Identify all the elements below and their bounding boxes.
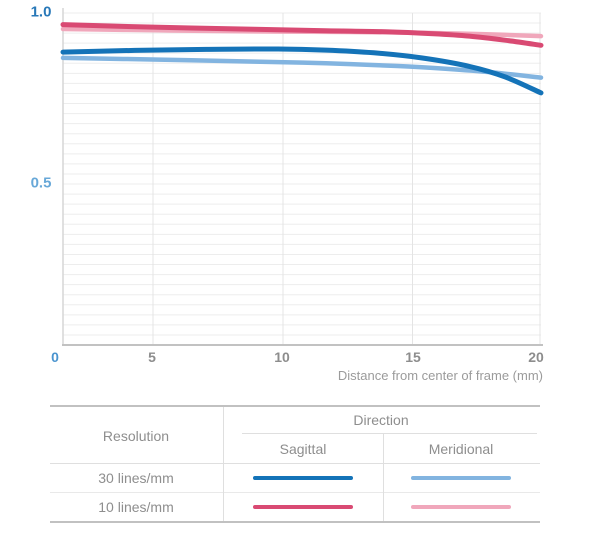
- vertical-gridlines: [152, 13, 541, 345]
- header-row-divider: [50, 463, 540, 464]
- resolution-header: Resolution: [102, 428, 170, 444]
- resolution-column-divider: [223, 407, 224, 521]
- legend-line-30-meridional: [411, 476, 511, 480]
- row-label-30-lines: 30 lines/mm: [98, 470, 174, 486]
- curve-10-lines-mm-sagittal: [60, 22, 544, 48]
- x-tick-label-0: 0: [51, 349, 59, 365]
- sagittal-meridional-divider: [383, 434, 384, 521]
- x-tick-label-15: 15: [405, 349, 421, 365]
- axes-lines: [62, 8, 543, 346]
- row-label-10-lines: 10 lines/mm: [98, 499, 174, 515]
- table-bottom-border: [50, 521, 540, 523]
- legend-line-10-sagittal: [253, 505, 353, 509]
- x-tick-label-20: 20: [528, 349, 544, 365]
- direction-header: Direction: [353, 412, 409, 428]
- y-tick-label-0.5: 0.5: [30, 174, 52, 192]
- sagittal-header: Sagittal: [279, 441, 327, 457]
- legend-line-10-meridional: [411, 505, 511, 509]
- x-axis-title: Distance from center of frame (mm): [337, 368, 543, 383]
- x-tick-label-10: 10: [274, 349, 290, 365]
- table-top-border: [50, 405, 540, 407]
- direction-underline: [242, 433, 537, 434]
- x-tick-label-5: 5: [148, 349, 156, 365]
- mtf-curves: [60, 22, 544, 96]
- mtf-plot-area: [60, 8, 544, 346]
- y-tick-label-1.0: 1.0: [30, 3, 52, 21]
- legend-line-30-sagittal: [253, 476, 353, 480]
- curve-30-lines-mm-sagittal: [60, 46, 544, 96]
- meridional-header: Meridional: [428, 441, 494, 457]
- data-row-divider: [50, 492, 540, 493]
- horizontal-gridlines: [63, 12, 541, 336]
